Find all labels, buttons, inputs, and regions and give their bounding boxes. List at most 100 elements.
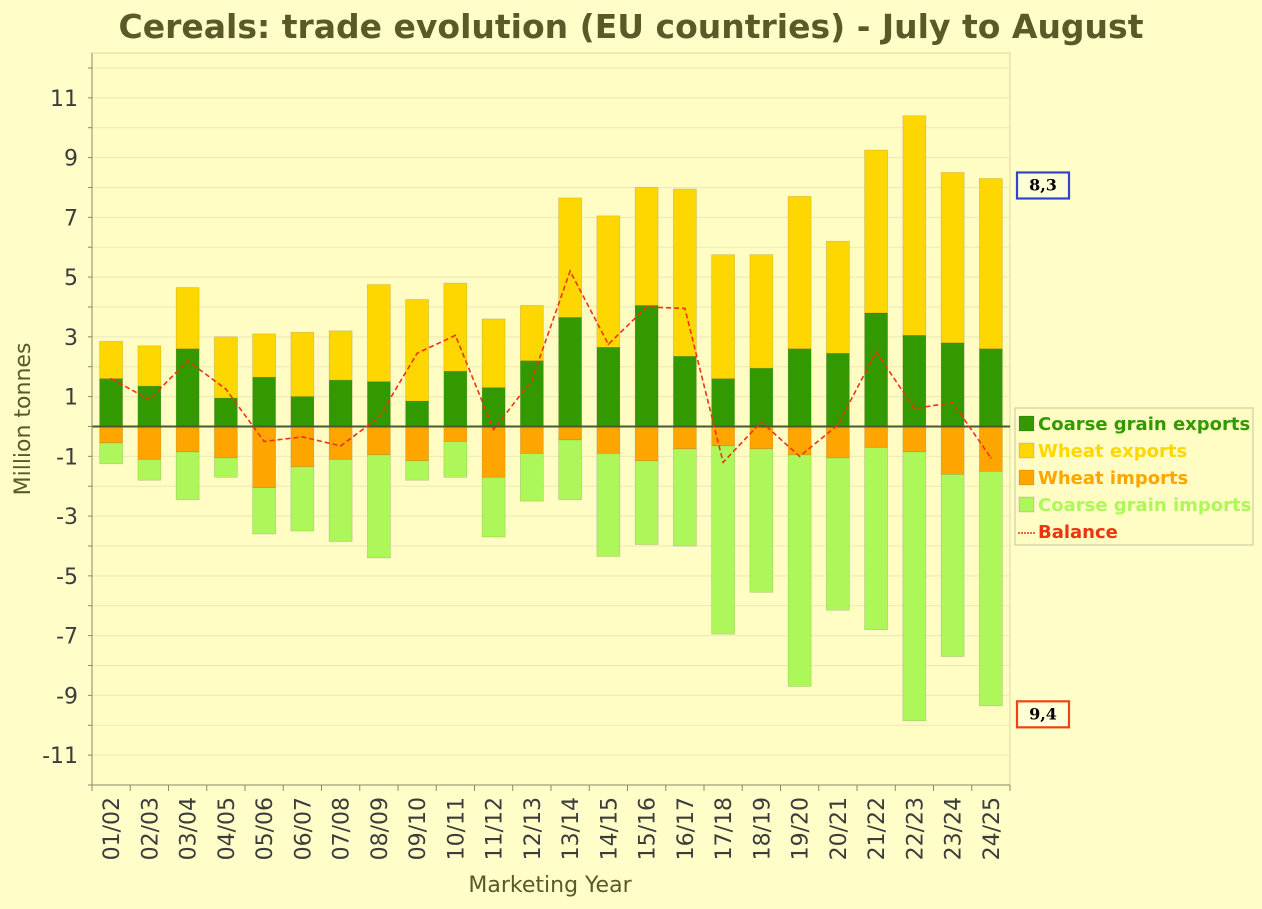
bar-wheat-exports: [787, 196, 812, 350]
balance-point: [378, 416, 380, 419]
bar-coarse-grain-imports: [826, 457, 850, 611]
bar-wheat-exports: [902, 115, 927, 336]
callout-label: 9,4: [1029, 704, 1057, 723]
x-tick-label: 23/24: [942, 797, 967, 860]
legend-box: [1014, 407, 1254, 546]
bar-coarse-grain-exports: [864, 312, 888, 427]
legend-swatch: [1018, 442, 1035, 459]
x-tick-label: 04/05: [215, 797, 240, 860]
x-tick-label: 08/09: [368, 797, 393, 860]
bar-coarse-grain-exports: [443, 370, 468, 427]
y-tick-label: -3: [56, 505, 78, 530]
balance-point: [339, 445, 342, 447]
bar-wheat-exports: [940, 172, 965, 344]
y-tick-label: -1: [56, 445, 78, 470]
bar-wheat-exports: [596, 215, 621, 348]
bar-coarse-grain-exports: [252, 376, 276, 427]
bar-coarse-grain-imports: [99, 442, 123, 465]
bar-coarse-grain-imports: [367, 454, 391, 559]
x-tick-label: 12/13: [521, 797, 546, 860]
bar-wheat-imports: [558, 426, 582, 441]
bar-coarse-grain-imports: [214, 457, 238, 478]
bar-coarse-grain-exports: [214, 397, 238, 427]
callouts: 8,3 9,4: [1015, 171, 1071, 729]
y-axis-title: Million tonnes: [11, 343, 36, 496]
x-tick-label: 17/18: [712, 797, 737, 860]
legend-label: Coarse grain imports: [1038, 495, 1251, 516]
balance-point: [684, 307, 686, 310]
bar-wheat-imports: [367, 426, 391, 456]
bar-coarse-grain-imports: [443, 441, 468, 478]
y-tick-label: 1: [64, 386, 78, 411]
bar-coarse-grain-imports: [405, 460, 429, 481]
balance-point: [301, 436, 304, 438]
bar-coarse-grain-imports: [252, 487, 276, 535]
x-axis-title: Marketing Year: [468, 873, 632, 898]
legend-swatch: [1018, 469, 1035, 486]
balance-point: [416, 352, 418, 355]
bar-wheat-exports: [252, 333, 276, 378]
balance-point: [569, 270, 571, 272]
bar-coarse-grain-imports: [787, 454, 812, 687]
bar-wheat-imports: [711, 426, 735, 447]
x-tick-label: 09/10: [406, 797, 431, 860]
bar-coarse-grain-imports: [520, 453, 544, 502]
bar-wheat-imports: [673, 426, 697, 450]
x-tick-label: 02/03: [138, 797, 163, 860]
bar-coarse-grain-imports: [596, 453, 621, 557]
bar-wheat-imports: [481, 426, 506, 478]
legend-label: Wheat exports: [1038, 441, 1187, 462]
bar-coarse-grain-exports: [749, 367, 774, 427]
bar-coarse-grain-imports: [979, 470, 1003, 707]
x-tick-label: 15/16: [636, 797, 661, 860]
bar-wheat-imports: [443, 426, 468, 442]
bar-wheat-exports: [673, 188, 697, 357]
bar-wheat-exports: [99, 341, 123, 379]
x-tick-label: 22/23: [903, 797, 928, 860]
bar-coarse-grain-imports: [864, 447, 888, 630]
bar-wheat-imports: [787, 426, 812, 456]
bar-wheat-imports: [405, 426, 429, 462]
bar-wheat-exports: [214, 336, 238, 399]
bar-wheat-exports: [558, 197, 582, 318]
bar-wheat-exports: [520, 305, 544, 362]
bar-wheat-exports: [749, 254, 774, 369]
y-tick-label: 11: [50, 87, 78, 112]
balance-point: [645, 306, 648, 308]
legend-label: Balance: [1038, 522, 1118, 543]
bar-wheat-imports: [328, 426, 353, 460]
bar-coarse-grain-imports: [290, 466, 315, 532]
x-tick-label: 18/19: [750, 797, 775, 860]
balance-polyline: [110, 269, 992, 464]
plot-background: [91, 52, 1011, 786]
legend-label: Wheat imports: [1038, 468, 1188, 489]
x-tick-label: 06/07: [291, 797, 316, 860]
bar-coarse-grain-exports: [787, 348, 812, 427]
legend-swatch: [1018, 415, 1035, 432]
balance-point: [607, 343, 610, 346]
bar-coarse-grain-exports: [711, 378, 735, 427]
y-tick-label: -11: [42, 744, 78, 769]
legend: Coarse grain exports Wheat exports Wheat i…: [1014, 407, 1254, 546]
bar-wheat-exports: [864, 149, 888, 314]
bar-wheat-exports: [290, 332, 315, 397]
callout-box: [1015, 700, 1071, 729]
bar-wheat-imports: [596, 426, 621, 454]
bar-coarse-grain-imports: [328, 459, 353, 542]
bar-wheat-imports: [214, 426, 238, 459]
bar-coarse-grain-imports: [634, 460, 659, 545]
bar-coarse-grain-exports: [137, 385, 162, 427]
x-tick-label: 13/14: [559, 797, 584, 860]
plot-area: [91, 52, 1011, 786]
legend-swatch: [1018, 496, 1035, 513]
bar-coarse-grain-exports: [673, 355, 697, 427]
x-tick-label: 10/11: [444, 797, 469, 860]
balance-point: [454, 334, 457, 337]
balance-point: [492, 428, 495, 431]
bar-coarse-grain-exports: [481, 387, 506, 427]
bar-wheat-imports: [864, 426, 888, 448]
balance-line: [110, 269, 992, 464]
balance-point: [913, 407, 916, 410]
x-tick-label: 11/12: [483, 797, 508, 860]
